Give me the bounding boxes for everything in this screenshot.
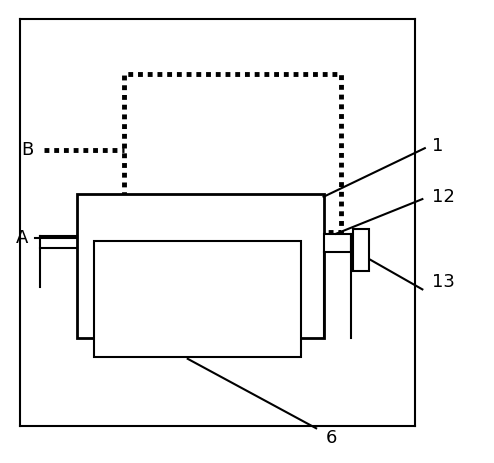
Text: B: B <box>21 142 33 159</box>
Text: 13: 13 <box>432 274 455 291</box>
Bar <box>353 229 369 271</box>
Text: 6: 6 <box>325 429 337 446</box>
Bar <box>94 241 301 357</box>
Text: 1: 1 <box>432 137 444 155</box>
Bar <box>124 74 341 232</box>
Text: 12: 12 <box>432 188 455 206</box>
Bar <box>77 194 324 338</box>
Bar <box>324 234 351 252</box>
Text: A: A <box>16 230 29 247</box>
